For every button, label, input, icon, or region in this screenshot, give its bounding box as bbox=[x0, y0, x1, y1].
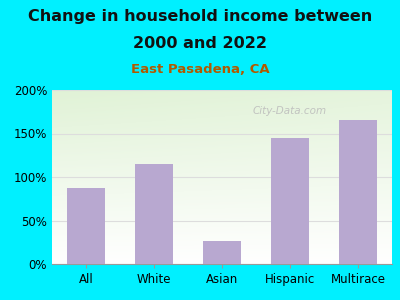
Text: City-Data.com: City-Data.com bbox=[253, 106, 327, 116]
Bar bbox=[135, 164, 173, 264]
Bar bbox=[271, 138, 309, 264]
Text: Change in household income between: Change in household income between bbox=[28, 9, 372, 24]
Bar bbox=[67, 188, 105, 264]
Text: East Pasadena, CA: East Pasadena, CA bbox=[131, 63, 269, 76]
Bar bbox=[203, 241, 241, 264]
Bar bbox=[339, 120, 377, 264]
Text: 2000 and 2022: 2000 and 2022 bbox=[133, 36, 267, 51]
